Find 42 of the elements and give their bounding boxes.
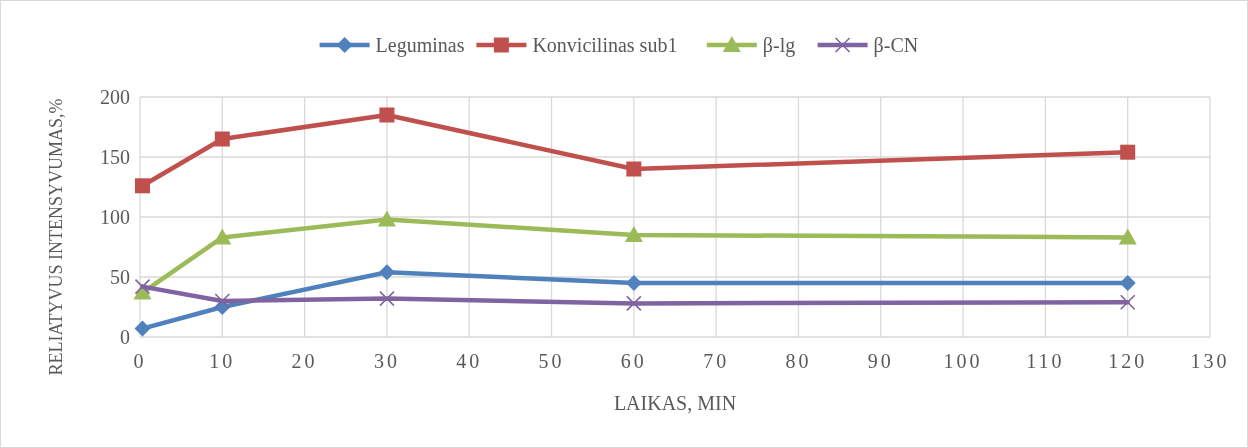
x-tick-label: 120 <box>1108 350 1148 372</box>
x-tick-label: 0 <box>133 350 147 372</box>
point <box>1119 294 1136 310</box>
y-tick-label: 50 <box>110 266 130 288</box>
point <box>626 161 642 177</box>
y-tick-label: 100 <box>100 206 130 228</box>
point <box>1118 228 1137 245</box>
y-tick-label: 200 <box>100 86 130 108</box>
x-tick-label: 70 <box>703 350 730 372</box>
x-tick-label: 10 <box>209 350 236 372</box>
x-tick-label: 30 <box>373 350 400 372</box>
x-tick-label: 60 <box>620 350 647 372</box>
x-tick-label: 40 <box>456 350 483 372</box>
y-axis-title: RELIATYVUS INTENSYVUMAS,% <box>46 98 66 376</box>
point <box>134 178 150 194</box>
point <box>624 226 643 242</box>
x-tick-label: 100 <box>943 350 983 372</box>
point <box>626 295 642 312</box>
point <box>1120 144 1136 160</box>
point <box>134 320 151 337</box>
point <box>1119 275 1136 291</box>
x-axis-title: LAIKAS, MIN <box>613 392 737 414</box>
point <box>214 293 231 309</box>
legend-label: Konvicilinas sub1 <box>532 34 678 56</box>
y-tick-label: 0 <box>120 326 130 348</box>
legend-label: Leguminas <box>375 34 465 57</box>
x-tick-label: 20 <box>291 350 318 372</box>
point <box>379 107 395 123</box>
point <box>134 278 151 295</box>
legend-label: β-CN <box>873 34 919 57</box>
x-tick-label: 50 <box>538 350 565 372</box>
y-tick-label: 150 <box>100 146 130 168</box>
point <box>213 228 232 245</box>
x-tick-label: 80 <box>785 350 812 372</box>
point <box>377 210 396 227</box>
x-tick-label: 90 <box>867 350 894 372</box>
x-tick-label: 110 <box>1026 350 1065 372</box>
point <box>214 131 230 147</box>
legend-label: β-lg <box>762 34 796 57</box>
point <box>378 264 395 281</box>
point <box>379 290 395 307</box>
x-tick-label: 130 <box>1190 350 1230 372</box>
